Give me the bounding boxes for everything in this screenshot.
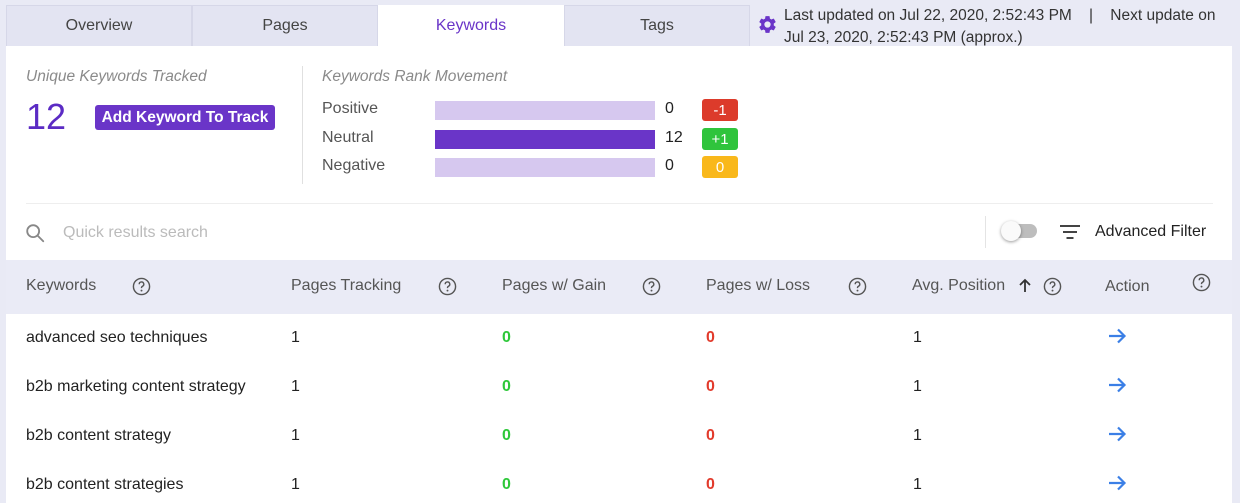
keyword-cell: b2b marketing content strategy bbox=[26, 378, 246, 395]
rank-name: Neutral bbox=[322, 129, 374, 146]
col-keywords[interactable]: Keywords bbox=[26, 277, 97, 294]
tab-bar: Overview Pages Keywords Tags bbox=[6, 5, 750, 46]
col-pages-gain[interactable]: Pages w/ Gain bbox=[502, 277, 607, 294]
search-icon bbox=[26, 224, 45, 243]
position-cell: 1 bbox=[913, 329, 922, 346]
gain-cell: 0 bbox=[502, 378, 511, 395]
tracking-cell: 1 bbox=[291, 329, 300, 346]
tab-keywords[interactable]: Keywords bbox=[378, 5, 564, 46]
section-divider bbox=[26, 203, 1213, 204]
arrow-right-icon[interactable] bbox=[1106, 374, 1128, 396]
table-header: Keywords Pages Tracking Pages w/ Gain Pa… bbox=[6, 260, 1232, 314]
loss-cell: 0 bbox=[706, 476, 715, 493]
rank-bar bbox=[435, 158, 655, 177]
position-cell: 1 bbox=[913, 378, 922, 395]
tab-overview[interactable]: Overview bbox=[6, 5, 192, 46]
keyword-cell: b2b content strategies bbox=[26, 476, 184, 493]
table-row: advanced seo techniques 1 0 0 1 bbox=[6, 314, 1232, 363]
arrow-right-icon[interactable] bbox=[1106, 472, 1128, 494]
help-icon[interactable] bbox=[1043, 277, 1062, 296]
gain-cell: 0 bbox=[502, 476, 511, 493]
loss-cell: 0 bbox=[706, 427, 715, 444]
col-pages-loss[interactable]: Pages w/ Loss bbox=[706, 277, 811, 294]
position-cell: 1 bbox=[913, 427, 922, 444]
keywords-panel: Unique Keywords Tracked 12 Add Keyword T… bbox=[6, 46, 1232, 503]
tracking-cell: 1 bbox=[291, 476, 300, 493]
unique-keywords-label: Unique Keywords Tracked bbox=[26, 68, 207, 85]
arrow-right-icon[interactable] bbox=[1106, 325, 1128, 347]
help-icon[interactable] bbox=[642, 277, 661, 296]
table-row: b2b content strategy 1 0 0 1 bbox=[6, 412, 1232, 461]
col-pages-tracking[interactable]: Pages Tracking bbox=[291, 277, 402, 294]
add-keyword-button[interactable]: Add Keyword To Track bbox=[95, 105, 275, 130]
keyword-cell: b2b content strategy bbox=[26, 427, 171, 444]
sort-up-icon[interactable] bbox=[1018, 278, 1032, 294]
help-icon[interactable] bbox=[1192, 273, 1211, 292]
gain-cell: 0 bbox=[502, 427, 511, 444]
rank-bar-fill bbox=[435, 130, 655, 149]
filter-toggle[interactable] bbox=[1001, 221, 1037, 241]
loss-cell: 0 bbox=[706, 329, 715, 346]
col-avg-position[interactable]: Avg. Position bbox=[912, 277, 1006, 294]
keyword-cell: advanced seo techniques bbox=[26, 329, 208, 346]
table-row: b2b content strategies 1 0 0 1 bbox=[6, 461, 1232, 503]
tab-pages[interactable]: Pages bbox=[192, 5, 378, 46]
rank-bar bbox=[435, 130, 655, 149]
help-icon[interactable] bbox=[848, 277, 867, 296]
search-input[interactable] bbox=[63, 220, 463, 246]
help-icon[interactable] bbox=[132, 277, 151, 296]
tracking-cell: 1 bbox=[291, 427, 300, 444]
rank-name: Positive bbox=[322, 100, 379, 117]
unique-keywords-count: 12 bbox=[26, 96, 67, 137]
rank-delta-badge: 0 bbox=[702, 156, 738, 178]
help-icon[interactable] bbox=[438, 277, 457, 296]
arrow-right-icon[interactable] bbox=[1106, 423, 1128, 445]
position-cell: 1 bbox=[913, 476, 922, 493]
tracking-cell: 1 bbox=[291, 378, 300, 395]
advanced-filter-label: Advanced Filter bbox=[1095, 223, 1207, 240]
loss-cell: 0 bbox=[706, 378, 715, 395]
col-action: Action bbox=[1105, 278, 1150, 295]
rank-value: 0 bbox=[665, 100, 674, 117]
update-status-text: Last updated on Jul 22, 2020, 2:52:43 PM… bbox=[784, 7, 1220, 46]
rank-value: 0 bbox=[665, 157, 674, 174]
toggle-knob bbox=[1001, 221, 1021, 241]
rank-delta-badge: -1 bbox=[702, 99, 738, 121]
summary-divider bbox=[302, 66, 303, 184]
advanced-filter-button[interactable]: Advanced Filter bbox=[1060, 221, 1206, 243]
update-status: Last updated on Jul 22, 2020, 2:52:43 PM… bbox=[757, 5, 1237, 49]
rank-movement-label: Keywords Rank Movement bbox=[322, 68, 508, 85]
rank-name: Negative bbox=[322, 157, 386, 174]
rank-delta-badge: +1 bbox=[702, 128, 738, 150]
filter-divider bbox=[985, 216, 986, 248]
tab-tags[interactable]: Tags bbox=[564, 5, 750, 46]
rank-bar bbox=[435, 101, 655, 120]
gear-icon[interactable] bbox=[757, 14, 778, 35]
table-row: b2b marketing content strategy 1 0 0 1 bbox=[6, 363, 1232, 412]
filter-icon bbox=[1060, 225, 1080, 239]
rank-value: 12 bbox=[665, 129, 683, 146]
gain-cell: 0 bbox=[502, 329, 511, 346]
